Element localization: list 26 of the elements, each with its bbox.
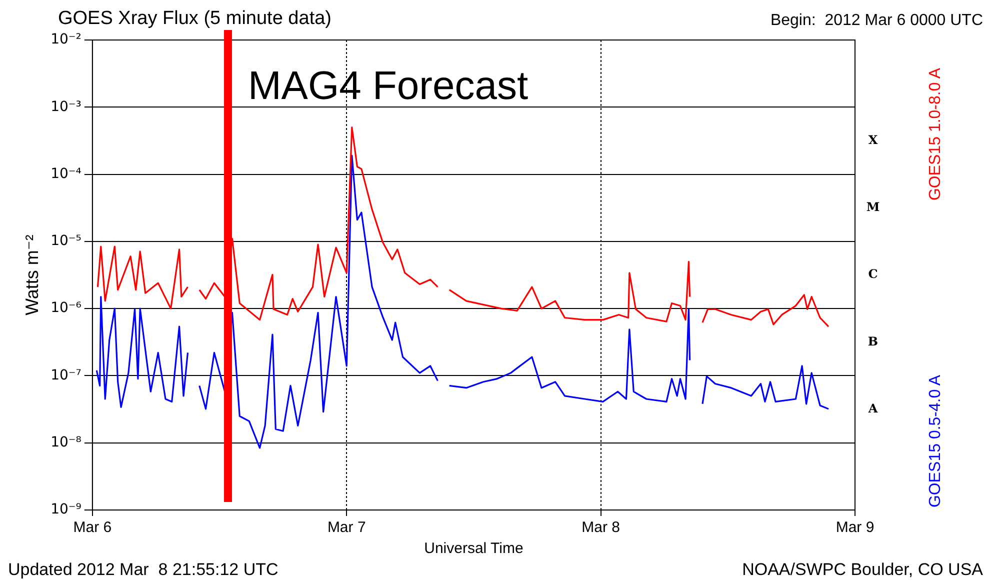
y-tick-label: 10⁻⁶ xyxy=(50,300,82,316)
text: GOES15 1.0-8.0 A xyxy=(927,68,945,201)
text: C xyxy=(868,267,878,282)
x-axis-title: Universal Time xyxy=(424,540,524,558)
y-tick-label: 10⁻⁴ xyxy=(50,166,82,182)
x-tick-label: Mar 7 xyxy=(327,519,366,536)
y-tick-label: 10⁻⁵ xyxy=(50,233,82,250)
chart-subtitle: Begin: 2012 Mar 6 0000 UTC xyxy=(770,12,983,30)
text: M xyxy=(866,200,880,214)
text: NOAA/SWPC Boulder, CO USA xyxy=(742,560,983,580)
y-tick-label: 10⁻² xyxy=(50,32,82,48)
text: A xyxy=(867,401,878,416)
text: Updated 2012 Mar 8 21:55:12 UTC xyxy=(8,560,278,580)
x-tick-label: Mar 9 xyxy=(836,519,874,536)
x-tick-label: Mar 6 xyxy=(73,519,112,536)
text: B xyxy=(868,334,878,348)
y-tick-label: 10⁻⁹ xyxy=(50,502,82,518)
y-axis-title: Watts m⁻² xyxy=(22,234,42,316)
y-tick-label: 10⁻⁸ xyxy=(50,434,82,450)
x-tick-label: Mar 8 xyxy=(582,519,620,536)
text: GOES15 0.5-4.0 A xyxy=(927,375,945,508)
y-tick-label: 10⁻⁷ xyxy=(50,367,82,384)
chart-title: GOES Xray Flux (5 minute data) xyxy=(58,8,332,30)
y-tick-label: 10⁻³ xyxy=(50,98,82,115)
text: X xyxy=(868,132,878,147)
ref-line-label: MAG4 Forecast xyxy=(248,64,528,108)
